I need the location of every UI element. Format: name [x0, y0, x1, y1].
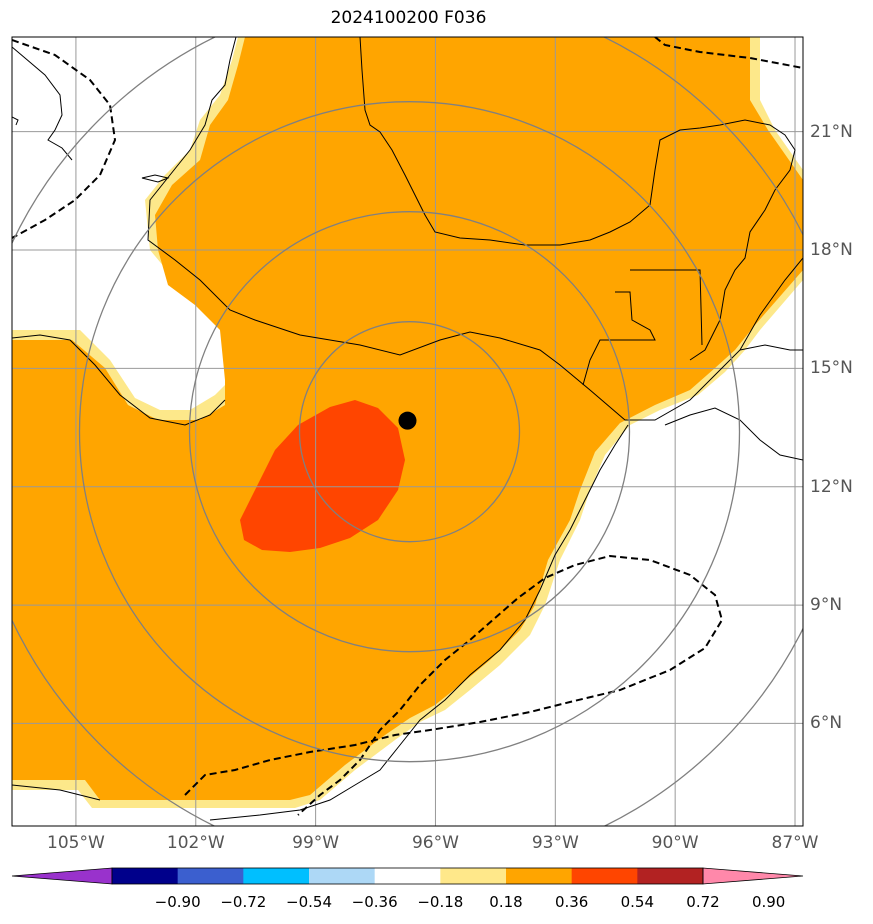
colorbar-segment — [637, 868, 704, 884]
colorbar-segment — [506, 868, 573, 884]
longitude-tick-label: 96°W — [411, 833, 459, 853]
longitude-tick-label: 99°W — [292, 833, 340, 853]
map-panel — [11, 36, 804, 827]
longitude-tick-label: 87°W — [771, 833, 819, 853]
colorbar-segment — [571, 868, 638, 884]
colorbar-tick-label: 0.18 — [489, 893, 523, 911]
colorbar-segment — [243, 868, 310, 884]
colorbar-segment — [112, 868, 179, 884]
latitude-tick-label: 6°N — [810, 713, 843, 734]
latitude-tick-label: 12°N — [810, 476, 853, 497]
colorbar-segment — [374, 868, 441, 884]
colorbar-tick-label: 0.54 — [620, 893, 655, 911]
range-rings — [12, 37, 803, 826]
colorbar-extend-min — [11, 867, 113, 885]
latitude-tick-label: 18°N — [810, 240, 853, 261]
colorbar-tick-label: 0.36 — [554, 893, 589, 911]
colorbar-segment — [309, 868, 376, 884]
storm-center-marker — [398, 411, 417, 430]
colorbar-tick-label: −0.54 — [286, 893, 332, 911]
colorbar-tick-label: −0.18 — [417, 893, 464, 911]
graticule — [12, 37, 803, 826]
longitude-tick-label: 102°W — [166, 833, 225, 853]
colorbar-segment — [440, 868, 507, 884]
map-title: 2024100200 F036 — [330, 8, 487, 28]
colorbar-extend-max — [702, 867, 804, 885]
colorbar — [11, 867, 804, 885]
colorbar-tick-label: −0.90 — [154, 893, 201, 911]
colorbar-tick-label: −0.72 — [220, 893, 267, 911]
probability-core-red — [240, 400, 405, 552]
latitude-tick-label: 15°N — [810, 358, 853, 379]
range-ring — [188, 211, 631, 653]
map-frame — [11, 36, 804, 827]
dashed-contours — [12, 37, 803, 816]
longitude-tick-label: 90°W — [651, 833, 699, 853]
longitude-tick-label: 93°W — [531, 833, 579, 853]
colorbar-tick-label: −0.36 — [351, 893, 398, 911]
range-ring — [78, 101, 741, 763]
latitude-tick-label: 21°N — [810, 121, 853, 142]
coastline — [12, 37, 803, 821]
latitude-tick-label: 9°N — [810, 595, 843, 616]
range-ring — [298, 321, 521, 543]
colorbar-segment — [177, 868, 244, 884]
colorbar-outline — [111, 867, 704, 885]
colorbar-tick-label: 0.90 — [751, 893, 786, 911]
longitude-tick-label: 105°W — [47, 833, 105, 853]
colorbar-tick-label: 0.72 — [686, 893, 720, 911]
